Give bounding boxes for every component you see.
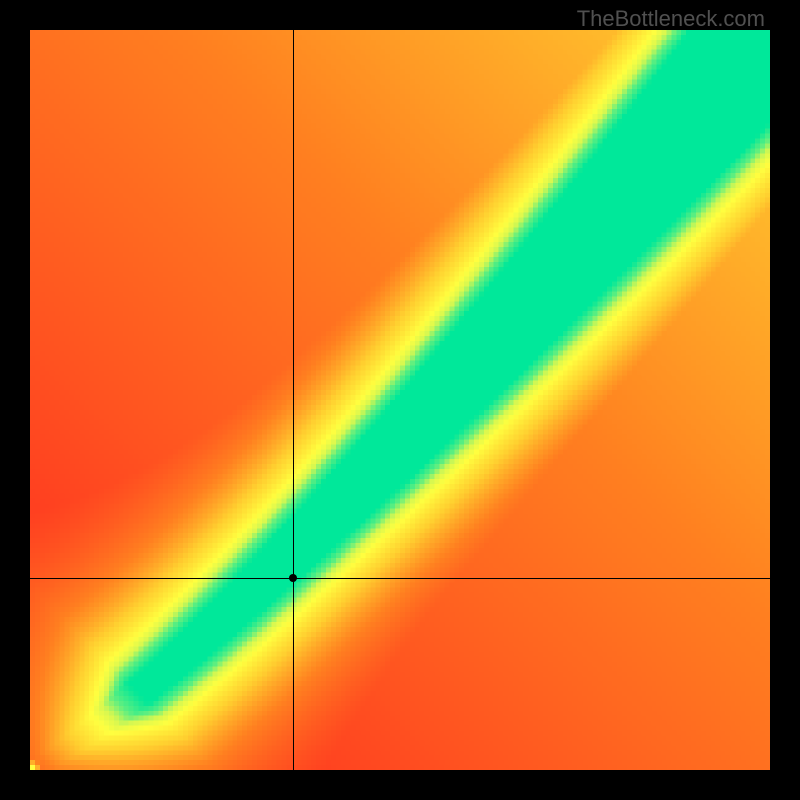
heatmap-plot <box>30 30 770 770</box>
heatmap-canvas <box>30 30 770 770</box>
crosshair-marker <box>289 574 297 582</box>
crosshair-horizontal <box>30 578 770 579</box>
attribution-text: TheBottleneck.com <box>577 6 765 32</box>
crosshair-vertical <box>293 30 294 770</box>
